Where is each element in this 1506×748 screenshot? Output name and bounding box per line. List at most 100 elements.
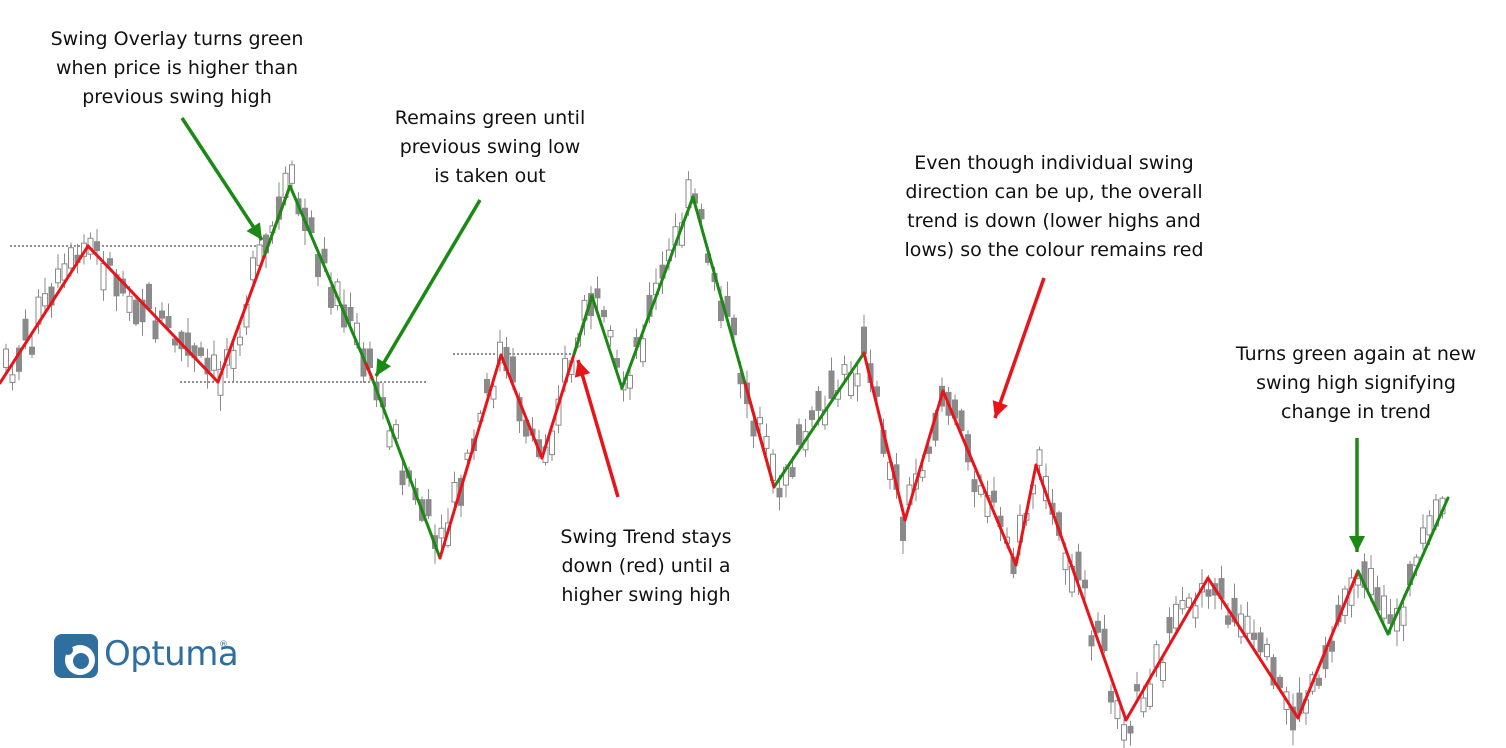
- candle: [399, 470, 406, 486]
- swing-flip-up-0: [263, 184, 292, 256]
- swing-segment-6: [499, 353, 544, 460]
- candle: [185, 332, 191, 356]
- swing-segment-20: [1356, 569, 1390, 636]
- candle: [1088, 635, 1095, 647]
- candle: [1270, 657, 1277, 686]
- candle: [198, 347, 204, 356]
- swing-segment-14: [941, 389, 1018, 567]
- candle: [230, 349, 237, 369]
- swing-levels: [10, 245, 574, 383]
- swing-segment-0: [0, 244, 90, 385]
- candle: [211, 354, 217, 371]
- arrow-swing-trend-head: [574, 360, 591, 378]
- candle: [3, 348, 9, 368]
- candle: [9, 374, 16, 384]
- candle: [1179, 600, 1186, 610]
- note-remains-green: Remains green until previous swing low i…: [394, 107, 586, 187]
- candle: [321, 248, 328, 264]
- candle: [484, 378, 490, 394]
- candle: [1062, 552, 1069, 571]
- candle: [237, 336, 243, 346]
- candle: [438, 527, 445, 539]
- candle: [1121, 724, 1127, 741]
- candle: [29, 346, 35, 355]
- candle: [386, 430, 393, 448]
- candle: [971, 479, 978, 493]
- arrow-swing-overlay-head: [246, 222, 262, 240]
- candle: [1101, 628, 1108, 652]
- candle: [250, 257, 256, 281]
- candle: [1290, 706, 1296, 731]
- candle: [796, 424, 802, 445]
- swing-segment-11: [772, 351, 866, 489]
- arrow-swing-trend-shaft: [576, 359, 620, 498]
- swing-segment-19: [1296, 569, 1360, 720]
- candle: [425, 499, 432, 517]
- note-swing-trend: Swing Trend stays down (red) until a hig…: [560, 526, 732, 606]
- candle: [289, 164, 295, 184]
- candle: [1381, 595, 1387, 619]
- candle: [100, 262, 107, 291]
- candle: [640, 338, 646, 363]
- swing-segment-9: [620, 195, 695, 390]
- candle: [451, 481, 458, 503]
- candle: [1368, 568, 1374, 596]
- candle: [1205, 589, 1212, 597]
- candle: [1082, 579, 1088, 589]
- swing-segment-4: [370, 376, 442, 560]
- candle: [1257, 632, 1264, 653]
- candle: [165, 316, 172, 329]
- candle: [757, 417, 763, 425]
- arrow-swing-overlay-shaft: [180, 117, 264, 241]
- optuma-logo-reg: ®: [219, 640, 228, 650]
- candle: [367, 348, 373, 369]
- candle: [854, 373, 861, 387]
- candle: [204, 357, 211, 375]
- candle: [958, 410, 965, 432]
- candle: [627, 374, 633, 389]
- candle: [1400, 606, 1407, 626]
- candle: [828, 370, 835, 399]
- candle: [1114, 700, 1121, 720]
- candle: [776, 487, 783, 498]
- candle: [55, 268, 61, 284]
- candle: [107, 258, 113, 266]
- candle: [1160, 661, 1166, 682]
- swing-flip-down-0: [364, 362, 374, 380]
- candle: [815, 390, 822, 411]
- candle: [1329, 640, 1335, 652]
- candle: [347, 307, 354, 322]
- candle: [1264, 643, 1270, 658]
- note-swing-overlay: Swing Overlay turns green when price is …: [50, 28, 304, 108]
- candle: [1075, 551, 1082, 581]
- swing-segment-17: [1124, 576, 1210, 722]
- swing-segment-13: [903, 389, 945, 522]
- candle: [861, 326, 867, 355]
- note-overall-trend: Even though individual swing direction c…: [904, 152, 1204, 261]
- candle: [1036, 449, 1043, 466]
- note-turns-green: Turns green again at new swing high sign…: [1235, 343, 1477, 423]
- swing-flip-down-1: [743, 381, 776, 489]
- swing-segment-16: [1034, 463, 1128, 722]
- candle: [1420, 527, 1426, 544]
- candle: [68, 247, 74, 269]
- candle: [1134, 684, 1140, 692]
- candle: [22, 318, 29, 341]
- candle: [809, 410, 815, 420]
- candle: [1140, 697, 1147, 713]
- candle: [750, 420, 757, 437]
- candle: [1426, 515, 1433, 536]
- candle: [1166, 617, 1173, 634]
- candle: [126, 295, 133, 313]
- arrow-turns-green-head: [1349, 536, 1365, 552]
- arrow-remains-green-shaft: [374, 199, 482, 377]
- candle: [133, 299, 139, 325]
- candle: [159, 310, 165, 319]
- candle: [1095, 620, 1101, 633]
- candle: [789, 467, 796, 478]
- candle: [1108, 690, 1114, 703]
- candle: [594, 288, 601, 299]
- swing-segment-5: [438, 353, 503, 560]
